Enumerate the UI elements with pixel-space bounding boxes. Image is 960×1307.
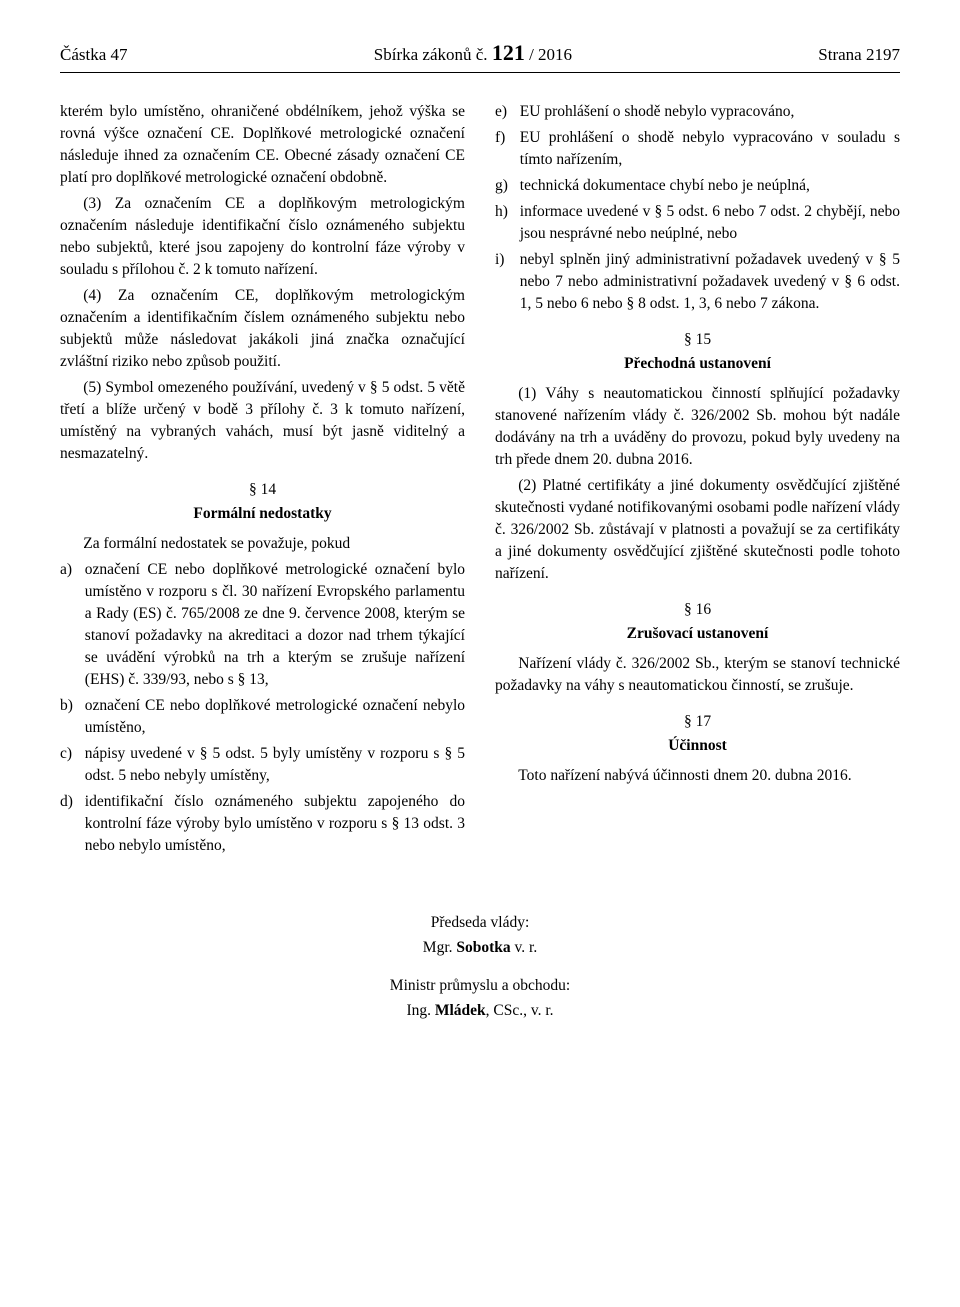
list-text: EU prohlášení o shodě nebylo vypracováno… (520, 127, 900, 171)
list-item: f) EU prohlášení o shodě nebylo vypracov… (495, 127, 900, 171)
paragraph: (4) Za označením CE, doplňkovým metrolog… (60, 285, 465, 373)
list-text: nápisy uvedené v § 5 odst. 5 byly umístě… (85, 743, 465, 787)
list-item: d) identifikační číslo oznámeného subjek… (60, 791, 465, 857)
header-mid-suffix: / 2016 (525, 45, 572, 64)
header-mid-number: 121 (492, 40, 525, 65)
list-item: g) technická dokumentace chybí nebo je n… (495, 175, 900, 197)
signatures-block: Předseda vlády: Mgr. Sobotka v. r. Minis… (60, 911, 900, 1022)
paragraph: (5) Symbol omezeného používání, uvedený … (60, 377, 465, 465)
list-marker: i) (495, 249, 520, 315)
list-text: identifikační číslo oznámeného subjektu … (85, 791, 465, 857)
left-column: kterém bylo umístěno, ohraničené obdélní… (60, 101, 465, 861)
name-bold: Sobotka (456, 939, 510, 956)
list-item: a) označení CE nebo doplňkové metrologic… (60, 559, 465, 691)
name-suffix: v. r. (511, 939, 538, 956)
list-marker: b) (60, 695, 85, 739)
list-marker: a) (60, 559, 85, 691)
list-marker: g) (495, 175, 520, 197)
text-columns: kterém bylo umístěno, ohraničené obdélní… (60, 101, 900, 861)
header-center: Sbírka zákonů č. 121 / 2016 (374, 40, 572, 66)
name-suffix: , CSc., v. r. (486, 1002, 554, 1019)
signature-role: Předseda vlády: (60, 911, 900, 934)
paragraph: Toto nařízení nabývá účinnosti dnem 20. … (495, 765, 900, 787)
document-page: Částka 47 Sbírka zákonů č. 121 / 2016 St… (0, 0, 960, 1052)
paragraph: (3) Za označením CE a doplňkovým metrolo… (60, 193, 465, 281)
paragraph: kterém bylo umístěno, ohraničené obdélní… (60, 101, 465, 189)
signature-role: Ministr průmyslu a obchodu: (60, 974, 900, 997)
signature-name: Mgr. Sobotka v. r. (60, 936, 900, 959)
right-column: e) EU prohlášení o shodě nebylo vypracov… (495, 101, 900, 861)
section-number: § 17 (495, 711, 900, 733)
section-title: Formální nedostatky (60, 503, 465, 525)
list-marker: d) (60, 791, 85, 857)
signature-name: Ing. Mládek, CSc., v. r. (60, 999, 900, 1022)
name-bold: Mládek (435, 1002, 486, 1019)
paragraph: (1) Váhy s neautomatickou činností splňu… (495, 383, 900, 471)
name-prefix: Mgr. (423, 939, 457, 956)
section-number: § 15 (495, 329, 900, 351)
list-text: EU prohlášení o shodě nebylo vypracováno… (520, 101, 900, 123)
list-marker: c) (60, 743, 85, 787)
page-header: Částka 47 Sbírka zákonů č. 121 / 2016 St… (60, 40, 900, 73)
list-text: označení CE nebo doplňkové metrologické … (85, 559, 465, 691)
list-item: i) nebyl splněn jiný administrativní pož… (495, 249, 900, 315)
section-title: Přechodná ustanovení (495, 353, 900, 375)
header-mid-prefix: Sbírka zákonů č. (374, 45, 492, 64)
section-number: § 16 (495, 599, 900, 621)
list-item: e) EU prohlášení o shodě nebylo vypracov… (495, 101, 900, 123)
paragraph: Za formální nedostatek se považuje, poku… (60, 533, 465, 555)
list-item: c) nápisy uvedené v § 5 odst. 5 byly umí… (60, 743, 465, 787)
paragraph: (2) Platné certifikáty a jiné dokumenty … (495, 475, 900, 585)
list-marker: e) (495, 101, 520, 123)
list-item: b) označení CE nebo doplňkové metrologic… (60, 695, 465, 739)
list-text: nebyl splněn jiný administrativní požada… (520, 249, 900, 315)
list-text: označení CE nebo doplňkové metrologické … (85, 695, 465, 739)
section-title: Účinnost (495, 735, 900, 757)
header-right: Strana 2197 (818, 45, 900, 65)
list-text: technická dokumentace chybí nebo je neúp… (520, 175, 900, 197)
header-left: Částka 47 (60, 45, 128, 65)
list-text: informace uvedené v § 5 odst. 6 nebo 7 o… (520, 201, 900, 245)
name-prefix: Ing. (406, 1002, 434, 1019)
list-marker: f) (495, 127, 520, 171)
paragraph: Nařízení vlády č. 326/2002 Sb., kterým s… (495, 653, 900, 697)
list-marker: h) (495, 201, 520, 245)
section-number: § 14 (60, 479, 465, 501)
list-item: h) informace uvedené v § 5 odst. 6 nebo … (495, 201, 900, 245)
section-title: Zrušovací ustanovení (495, 623, 900, 645)
